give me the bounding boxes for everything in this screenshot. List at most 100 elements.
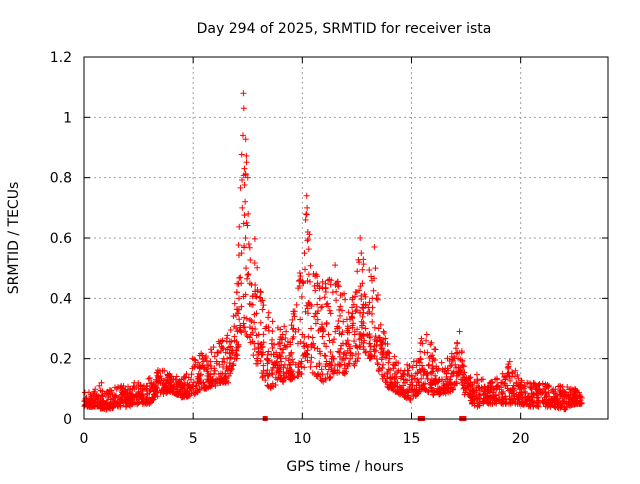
data-point xyxy=(135,388,142,395)
data-point xyxy=(349,322,356,329)
data-point xyxy=(304,204,311,211)
data-point xyxy=(484,397,491,404)
data-point xyxy=(241,314,248,321)
data-point xyxy=(305,246,312,253)
data-point xyxy=(371,244,378,251)
data-point xyxy=(318,366,325,373)
data-point xyxy=(242,235,249,241)
data-point xyxy=(471,378,478,385)
data-point xyxy=(469,397,476,404)
data-point xyxy=(371,324,378,331)
data-point xyxy=(326,307,333,314)
data-point xyxy=(419,340,426,347)
data-point xyxy=(300,280,307,287)
data-point xyxy=(240,105,247,112)
data-point xyxy=(373,295,380,302)
data-point xyxy=(259,306,266,313)
data-point xyxy=(109,391,116,398)
data-point xyxy=(466,375,473,382)
data-point xyxy=(552,394,559,401)
data-point xyxy=(474,382,480,389)
data-point xyxy=(336,349,343,356)
data-point xyxy=(323,301,330,308)
data-point xyxy=(366,333,373,340)
data-point xyxy=(351,338,358,345)
data-point xyxy=(309,334,316,341)
data-point xyxy=(358,318,365,325)
data-point xyxy=(330,355,337,362)
data-point xyxy=(169,386,176,393)
data-point xyxy=(304,305,311,312)
data-point xyxy=(272,374,279,381)
data-point xyxy=(170,385,177,392)
data-point xyxy=(444,381,451,388)
data-point xyxy=(317,376,324,383)
data-point xyxy=(193,382,200,389)
data-point xyxy=(430,391,437,398)
data-point xyxy=(351,293,358,300)
grid-lines xyxy=(84,57,608,419)
data-point xyxy=(241,324,248,331)
data-point xyxy=(219,344,226,351)
data-point xyxy=(401,393,408,400)
data-point xyxy=(322,353,329,360)
data-point xyxy=(207,346,214,353)
data-point xyxy=(130,399,137,406)
data-point xyxy=(447,388,454,395)
data-point xyxy=(413,382,420,389)
data-point xyxy=(248,318,255,325)
data-point xyxy=(239,177,246,184)
data-point xyxy=(335,283,342,290)
data-point xyxy=(565,391,572,398)
data-point xyxy=(350,361,357,368)
data-point xyxy=(257,358,264,365)
data-point xyxy=(191,356,198,363)
data-point xyxy=(415,378,422,385)
data-point xyxy=(377,334,384,341)
data-point xyxy=(131,379,138,386)
data-point xyxy=(570,394,577,401)
data-point xyxy=(302,216,309,223)
data-point xyxy=(160,385,167,392)
data-point xyxy=(519,394,526,401)
data-point xyxy=(203,385,210,392)
data-point xyxy=(284,343,291,350)
data-point xyxy=(338,307,345,314)
data-point xyxy=(359,280,366,287)
data-point xyxy=(464,380,471,387)
data-point xyxy=(306,278,313,285)
data-point xyxy=(327,310,334,317)
data-point xyxy=(425,361,432,368)
data-point xyxy=(443,370,450,377)
data-point xyxy=(230,313,237,320)
data-point xyxy=(513,380,520,387)
data-point xyxy=(242,136,249,143)
data-point xyxy=(508,373,515,380)
data-point xyxy=(265,309,272,316)
data-point xyxy=(412,370,419,377)
y-tick-label: 0 xyxy=(63,412,72,428)
data-point xyxy=(314,280,321,287)
data-point xyxy=(408,376,415,383)
data-point xyxy=(510,382,517,389)
data-point xyxy=(97,405,104,412)
data-point xyxy=(554,400,561,407)
data-point xyxy=(574,397,581,404)
data-point xyxy=(303,192,310,199)
data-point xyxy=(298,293,305,300)
data-point xyxy=(294,340,301,347)
data-point xyxy=(251,319,258,326)
data-point xyxy=(327,349,334,356)
data-point xyxy=(358,332,365,339)
data-point xyxy=(428,370,435,377)
data-point xyxy=(445,382,452,389)
data-point xyxy=(290,308,297,315)
data-point xyxy=(243,152,250,159)
data-point xyxy=(441,388,448,395)
x-tick-label: 15 xyxy=(403,431,421,447)
data-point xyxy=(234,344,241,351)
data-point xyxy=(222,373,229,380)
data-point xyxy=(259,297,266,304)
data-point xyxy=(108,387,115,394)
data-point xyxy=(279,331,286,338)
